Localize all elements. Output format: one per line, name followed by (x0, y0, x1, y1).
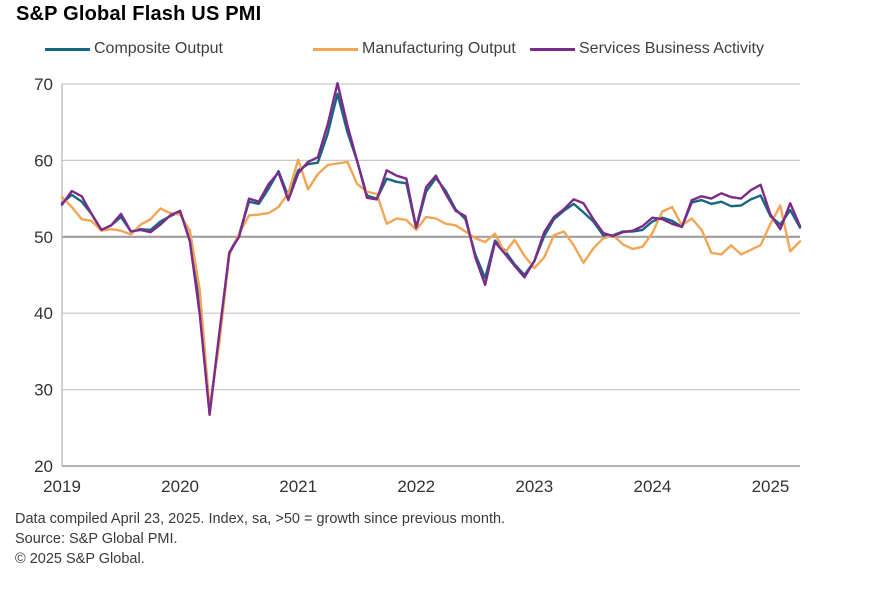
legend-label-services-business-activity: Services Business Activity (579, 40, 764, 57)
footnote-source: Source: S&P Global PMI. (15, 531, 178, 547)
y-tick-label-40: 40 (34, 304, 53, 323)
manufacturing-output-line (60, 158, 802, 410)
y-tick-label-70: 70 (34, 75, 53, 94)
footnote-compiled: Data compiled April 23, 2025. Index, sa,… (15, 511, 506, 527)
legend-item-manufacturing-output: Manufacturing Output (313, 39, 516, 59)
x-tick-label-2021: 2021 (279, 477, 317, 496)
manufacturing-output-line-swatch (313, 47, 358, 51)
x-tick-label-2025: 2025 (752, 477, 790, 496)
legend-item-services-business-activity: Services Business Activity (530, 39, 764, 59)
services-business-activity-line (60, 81, 802, 416)
composite-output-line (60, 92, 802, 414)
x-tick-label-2023: 2023 (515, 477, 553, 496)
x-tick-label-2022: 2022 (397, 477, 435, 496)
x-tick-label-2019: 2019 (43, 477, 81, 496)
y-tick-label-60: 60 (34, 151, 53, 170)
chart-legend: Composite Output Manufacturing Output Se… (0, 39, 884, 59)
x-tick-label-2020: 2020 (161, 477, 199, 496)
chart-title: S&P Global Flash US PMI (16, 3, 262, 25)
composite-output-line-swatch (45, 47, 90, 51)
services-business-activity-line-swatch (530, 47, 575, 51)
x-tick-label-2024: 2024 (633, 477, 671, 496)
legend-item-composite-output: Composite Output (45, 39, 223, 59)
y-tick-label-50: 50 (34, 228, 53, 247)
y-tick-label-20: 20 (34, 457, 53, 476)
y-tick-label-30: 30 (34, 381, 53, 400)
legend-label-manufacturing-output: Manufacturing Output (362, 40, 516, 57)
chart-footnotes: Data compiled April 23, 2025. Index, sa,… (15, 509, 505, 569)
footnote-copyright: © 2025 S&P Global. (15, 551, 145, 567)
legend-label-composite-output: Composite Output (94, 40, 223, 57)
